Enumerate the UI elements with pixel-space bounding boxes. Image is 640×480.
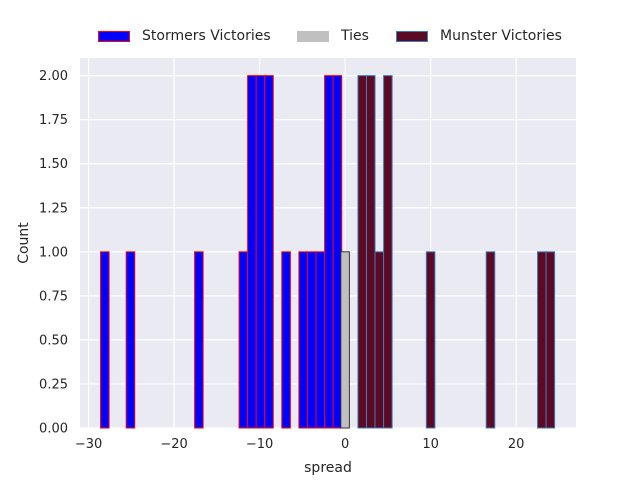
- bar: [485, 251, 496, 429]
- y-tick-label: 0.50: [39, 333, 68, 348]
- legend-label-ties: Ties: [341, 28, 369, 44]
- bar: [383, 75, 393, 429]
- legend-item-munster: Munster Victories: [396, 24, 562, 48]
- bar: [315, 251, 326, 429]
- y-axis-ticks: 0.00 0.25 0.50 0.75 1.00 1.25 1.50 1.75 2.00: [39, 69, 68, 436]
- bar: [324, 75, 334, 429]
- x-tick-label: −30: [75, 437, 102, 452]
- legend-label-munster: Munster Victories: [440, 28, 562, 44]
- bar: [255, 75, 266, 429]
- legend-item-ties: Ties: [297, 24, 369, 48]
- x-axis-ticks: −30 −20 −10 0 10 20: [75, 437, 525, 452]
- histogram-bars: [100, 75, 556, 429]
- y-tick-label: 0.25: [39, 377, 68, 392]
- legend-label-stormers: Stormers Victories: [142, 28, 271, 44]
- bar: [374, 251, 385, 429]
- bar: [264, 75, 274, 429]
- legend-item-stormers: Stormers Victories: [98, 24, 271, 48]
- y-tick-label: 1.50: [39, 157, 68, 172]
- x-tick-label: 20: [508, 437, 525, 452]
- bar: [340, 251, 350, 429]
- x-axis-label: spread: [304, 460, 352, 476]
- bar: [247, 75, 257, 429]
- y-tick-label: 1.25: [39, 201, 68, 216]
- bar: [537, 251, 547, 429]
- bar: [125, 251, 136, 429]
- bar: [238, 251, 249, 429]
- x-tick-label: −10: [246, 437, 273, 452]
- y-axis-label: Count: [16, 222, 32, 264]
- y-tick-label: 1.00: [39, 245, 68, 260]
- bar: [357, 75, 367, 429]
- x-tick-label: 10: [422, 437, 439, 452]
- legend-swatch-stormers: [98, 30, 130, 42]
- bar: [306, 251, 317, 429]
- legend: Stormers Victories Ties Munster Victorie…: [0, 24, 640, 48]
- bar: [425, 251, 436, 429]
- bar: [298, 251, 308, 429]
- y-tick-label: 0.00: [39, 422, 68, 437]
- legend-swatch-munster: [396, 30, 428, 42]
- bar: [365, 75, 376, 429]
- legend-swatch-ties: [297, 30, 329, 42]
- y-tick-label: 0.75: [39, 289, 68, 304]
- y-tick-label: 2.00: [39, 69, 68, 84]
- x-tick-label: −20: [160, 437, 187, 452]
- bar: [281, 251, 291, 429]
- bar: [100, 251, 110, 429]
- x-tick-label: 0: [341, 437, 349, 452]
- bar: [194, 251, 204, 429]
- y-tick-label: 1.75: [39, 113, 68, 128]
- bar: [545, 251, 556, 429]
